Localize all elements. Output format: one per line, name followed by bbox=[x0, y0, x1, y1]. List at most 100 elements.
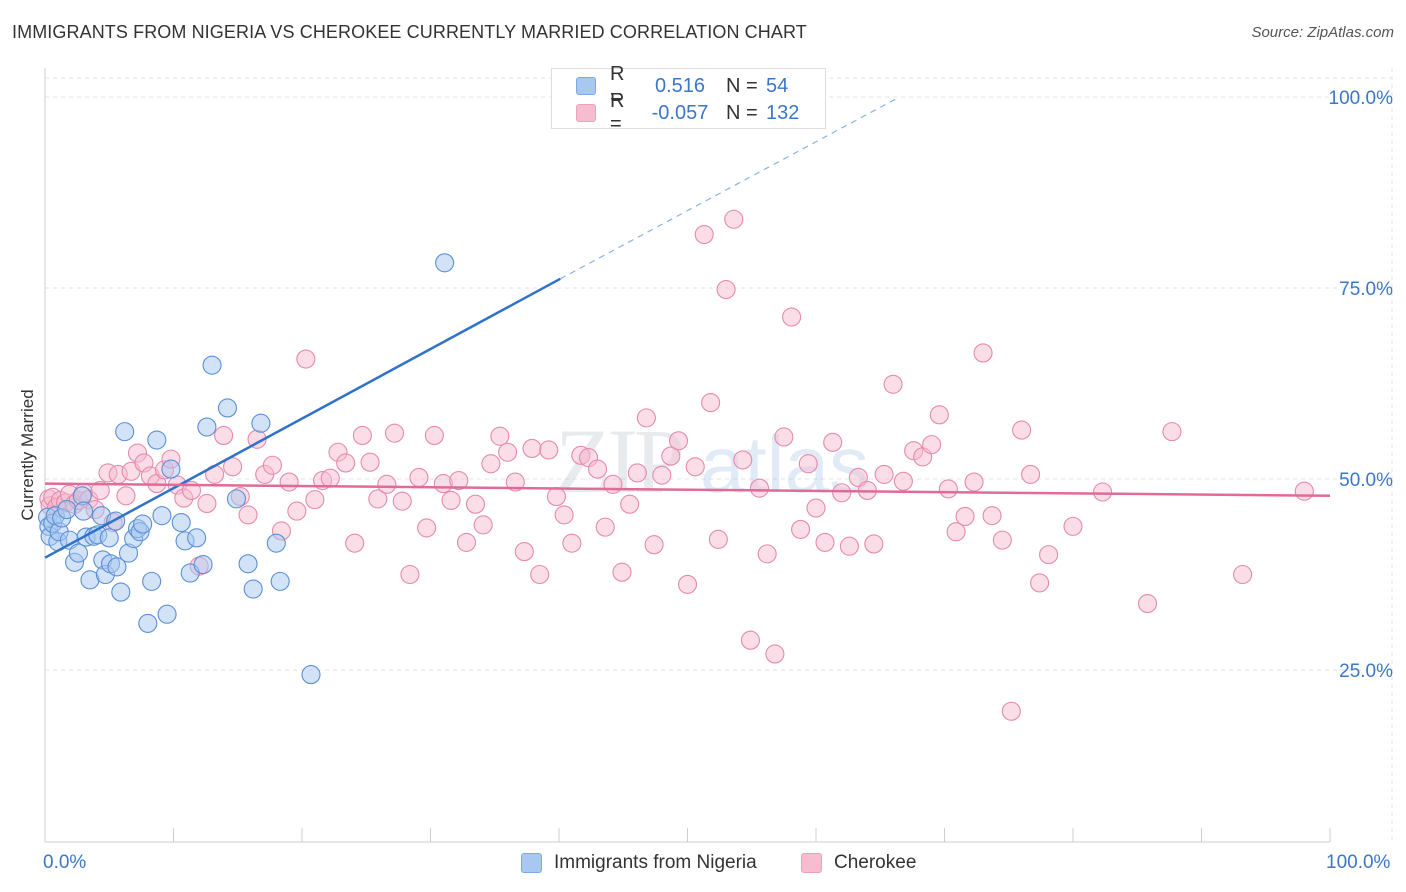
axes bbox=[44, 68, 1331, 843]
cherokee-point bbox=[498, 442, 518, 462]
cherokee-point bbox=[636, 408, 656, 428]
n-label: N = bbox=[726, 101, 758, 124]
cherokee-point bbox=[644, 535, 664, 555]
nigeria-point bbox=[133, 514, 153, 534]
cherokee-point bbox=[1233, 564, 1253, 585]
cherokee-point bbox=[620, 494, 640, 514]
cherokee-point bbox=[1001, 701, 1021, 721]
cherokee-point bbox=[929, 405, 949, 425]
nigeria-point bbox=[152, 506, 172, 526]
r-value-cherokee: -0.057 bbox=[651, 101, 709, 124]
cherokee-point bbox=[417, 518, 437, 538]
cherokee-point bbox=[774, 427, 794, 447]
nigeria-point bbox=[226, 489, 247, 509]
cherokee-point bbox=[701, 393, 721, 413]
cherokee-point bbox=[1021, 464, 1041, 484]
cherokee-point bbox=[595, 517, 615, 537]
cherokee-point bbox=[522, 438, 542, 458]
cherokee-point bbox=[848, 467, 868, 488]
legend-swatch-cherokee bbox=[801, 853, 822, 873]
n-value-cherokee: 132 bbox=[766, 101, 800, 124]
cherokee-point bbox=[505, 472, 525, 492]
cherokee-point bbox=[806, 498, 826, 518]
cherokee-point bbox=[409, 467, 429, 488]
cherokee-point bbox=[554, 505, 574, 525]
cherokee-point bbox=[197, 493, 217, 513]
chart-title: IMMIGRANTS FROM NIGERIA VS CHEROKEE CURR… bbox=[12, 22, 807, 42]
cherokee-point bbox=[893, 471, 913, 491]
r-label: R = bbox=[610, 63, 625, 108]
cherokee-point bbox=[839, 536, 859, 556]
legend-item-cherokee: Cherokee bbox=[801, 852, 916, 874]
cherokee-point bbox=[514, 542, 534, 562]
cherokee-point bbox=[305, 490, 325, 510]
nigeria-point bbox=[171, 512, 191, 533]
nigeria-point bbox=[251, 413, 271, 433]
nigeria-point bbox=[68, 543, 88, 563]
source-label: Source: ZipAtlas.com bbox=[1251, 24, 1394, 41]
legend-label-cherokee: Cherokee bbox=[834, 852, 917, 873]
nigeria-point bbox=[99, 528, 119, 548]
cherokee-point bbox=[938, 479, 958, 499]
cherokee-point bbox=[1039, 545, 1059, 565]
cherokee-point bbox=[724, 209, 744, 229]
cherokee-point bbox=[433, 474, 453, 494]
cherokee-point bbox=[716, 279, 736, 300]
y-tick-label: 75.0% bbox=[1339, 279, 1393, 300]
cherokee-point bbox=[955, 506, 975, 526]
cherokee-point bbox=[562, 533, 582, 553]
cherokee-point bbox=[685, 457, 705, 477]
cherokee-point bbox=[214, 425, 234, 446]
y-tick-label: 50.0% bbox=[1339, 470, 1393, 491]
n-value-nigeria: 54 bbox=[766, 74, 789, 97]
cherokee-point bbox=[238, 505, 258, 525]
cherokee-point bbox=[1030, 573, 1050, 593]
cherokee-point bbox=[922, 435, 942, 455]
cherokee-point bbox=[1063, 516, 1083, 536]
cherokee-point bbox=[652, 465, 672, 485]
cherokee-point bbox=[424, 425, 444, 446]
cherokee-point bbox=[603, 474, 623, 494]
cherokee-point bbox=[441, 490, 461, 510]
nigeria-point bbox=[243, 579, 263, 599]
cherokee-point bbox=[1162, 422, 1182, 442]
y-tick-label: 25.0% bbox=[1339, 661, 1393, 682]
nigeria-point bbox=[138, 613, 158, 633]
cherokee-point bbox=[627, 463, 647, 483]
cherokee-point bbox=[815, 532, 835, 552]
cherokee-point bbox=[883, 374, 903, 394]
nigeria-point bbox=[161, 459, 181, 479]
cherokee-point bbox=[262, 455, 282, 475]
cherokee-point bbox=[733, 450, 753, 470]
cherokee-point bbox=[400, 564, 420, 585]
cherokee-point bbox=[1294, 481, 1314, 501]
cherokee-point bbox=[320, 468, 340, 488]
cherokee-point bbox=[791, 519, 811, 539]
cherokee-point bbox=[336, 453, 356, 473]
cherokee-point bbox=[90, 480, 110, 501]
nigeria-points bbox=[38, 253, 455, 685]
cherokee-point bbox=[668, 431, 689, 451]
nigeria-point bbox=[238, 554, 258, 574]
cherokee-point bbox=[964, 472, 984, 492]
cherokee-point bbox=[832, 483, 852, 503]
legend-row-cherokee: R = -0.057 N = 132 bbox=[576, 90, 800, 135]
cherokee-point bbox=[456, 532, 477, 552]
r-label: R = bbox=[610, 90, 625, 135]
cherokee-point bbox=[296, 349, 316, 369]
cherokee-point bbox=[798, 454, 818, 474]
cherokee-point bbox=[465, 494, 486, 514]
legend-swatch-nigeria bbox=[521, 853, 542, 873]
cherokee-point bbox=[677, 574, 698, 594]
cherokee-point bbox=[823, 432, 843, 452]
y-tick-label: 100.0% bbox=[1329, 88, 1394, 109]
cherokee-point bbox=[694, 224, 714, 245]
nigeria-point bbox=[202, 355, 222, 375]
nigeria-point bbox=[270, 571, 290, 591]
nigeria-point bbox=[157, 604, 177, 624]
legend-row-nigeria: R = 0.516 N = 54 bbox=[576, 63, 789, 108]
correlation-legend: R = 0.516 N = 54 R = -0.057 N = 132 bbox=[551, 63, 826, 135]
cherokee-points bbox=[39, 209, 1314, 721]
legend-item-nigeria: Immigrants from Nigeria bbox=[521, 852, 757, 874]
nigeria-point bbox=[266, 533, 286, 553]
